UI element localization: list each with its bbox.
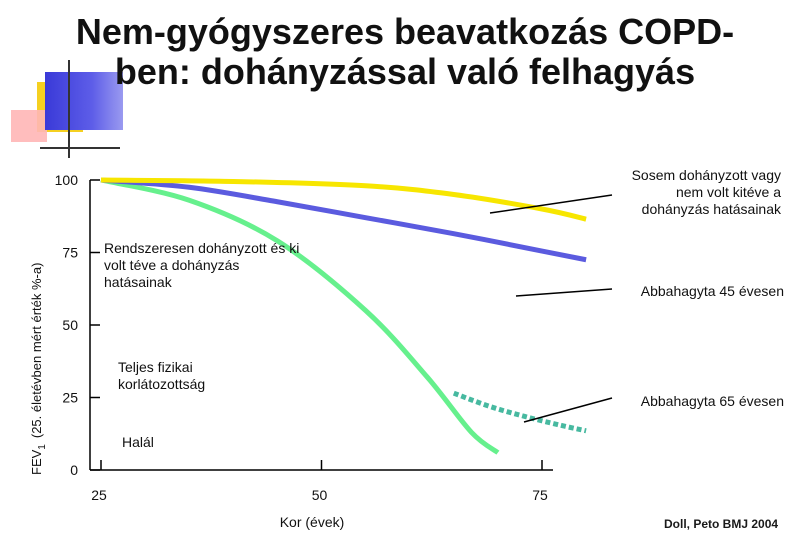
y-axis-label-main: FEV xyxy=(29,449,44,475)
disability-note-line: Teljes fizikai xyxy=(118,359,193,375)
y-axis-label-subscript: 1 xyxy=(37,444,48,450)
never-note-line: Sosem dohányzott vagy xyxy=(632,167,781,183)
never-note-line: dohányzás hatásainak xyxy=(642,201,782,217)
citation: Doll, Peto BMJ 2004 xyxy=(664,517,779,531)
pointer-stop65 xyxy=(523,397,613,423)
series-line-stop65 xyxy=(452,390,587,434)
smoker-note-line: Rendszeresen dohányzott és ki xyxy=(104,240,299,256)
decor-blue-rectangle xyxy=(45,72,123,130)
x-tick-label: 25 xyxy=(91,487,107,503)
y-tick-label: 0 xyxy=(70,462,78,478)
y-tick-label: 75 xyxy=(62,245,78,261)
series-line-stop45 xyxy=(100,177,587,263)
y-tick-label: 50 xyxy=(62,317,78,333)
decor-vertical-line xyxy=(68,60,70,158)
pointer-stop45 xyxy=(515,288,613,297)
stop65-note-line: Abbahagyta 65 évesen xyxy=(641,393,784,409)
y-tick-label: 25 xyxy=(62,390,78,406)
slide-title: Nem-gyógyszeres beavatkozás COPD- ben: d… xyxy=(0,12,810,92)
series-line-never xyxy=(100,177,587,222)
y-axis-label: FEV1 (25. életévben mért érték %-a) xyxy=(29,263,48,475)
x-axis-label: Kor (évek) xyxy=(280,514,345,530)
never-note-line: nem volt kitéve a xyxy=(676,184,781,200)
death-note-line: Halál xyxy=(122,434,154,450)
pointer-never xyxy=(489,194,613,214)
x-tick-label: 75 xyxy=(532,487,548,503)
decor-horizontal-line xyxy=(40,147,120,149)
disability-note-line: korlátozottság xyxy=(118,376,205,392)
decor-pink-square xyxy=(11,110,47,142)
title-line-2: ben: dohányzással való felhagyás xyxy=(114,51,696,92)
smoker-note-line: hatásainak xyxy=(104,274,173,290)
y-axis-label-rest: (25. életévben mért érték %-a) xyxy=(29,263,44,439)
x-tick-label: 50 xyxy=(312,487,328,503)
title-line-1: Nem-gyógyszeres beavatkozás COPD- xyxy=(75,11,735,52)
stop45-note-line: Abbahagyta 45 évesen xyxy=(641,283,784,299)
series-line-smoker xyxy=(100,177,500,455)
y-tick-label: 100 xyxy=(55,172,79,188)
smoker-note-line: volt téve a dohányzás xyxy=(104,257,239,273)
